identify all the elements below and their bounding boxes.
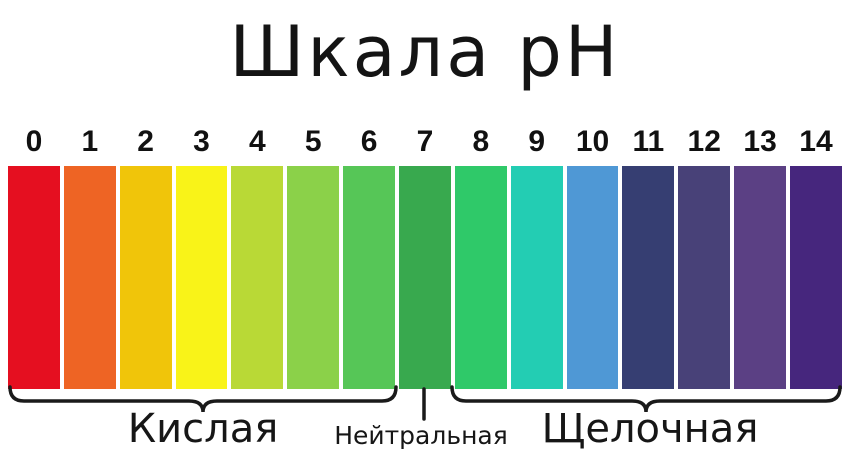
ph-value-label: 9: [528, 125, 545, 158]
ph-value-label: 4: [249, 125, 266, 158]
ph-color-bar: [790, 166, 842, 389]
ph-value-label: 12: [687, 125, 721, 158]
ph-bar-column: 4: [231, 122, 284, 389]
ph-color-bar: [510, 166, 563, 389]
ph-bar-column: 6: [343, 122, 396, 389]
ph-color-bar: [399, 166, 451, 389]
ph-bar-column: 1: [63, 122, 116, 389]
ph-color-bar: [175, 166, 228, 389]
ph-color-bar: [63, 166, 116, 389]
ph-color-bar: [287, 166, 340, 389]
ph-bar-column: 9: [510, 122, 563, 389]
ph-color-bar: [454, 166, 507, 389]
ph-value-label: 11: [632, 125, 665, 158]
acidic-brace-icon: [8, 385, 398, 413]
ph-value-label: 3: [193, 125, 210, 158]
ph-bar-column: 14: [790, 122, 842, 389]
ph-value-label: 6: [360, 125, 378, 158]
ph-bar-column: 5: [287, 122, 340, 389]
ph-color-bar: [622, 166, 675, 389]
ph-value-label: 1: [81, 125, 99, 158]
ph-value-label: 7: [416, 125, 434, 158]
ph-value-label: 13: [743, 125, 777, 158]
ph-value-label: 5: [304, 125, 322, 158]
region-braces: [8, 385, 842, 421]
ph-bar-column: 11: [622, 122, 675, 389]
ph-bar-column: 10: [566, 122, 619, 389]
ph-color-bar: [231, 166, 284, 389]
acidic-region-label: Кислая: [127, 406, 279, 452]
alkaline-brace-icon: [450, 385, 842, 413]
alkaline-region-label: Щелочная: [541, 406, 759, 452]
ph-color-bar: [566, 166, 619, 389]
ph-color-bar: [8, 166, 60, 389]
ph-value-label: 10: [575, 125, 610, 158]
ph-color-bar: [678, 166, 731, 389]
ph-value-label: 0: [25, 125, 43, 158]
page-title: Шкала pH: [229, 11, 621, 93]
ph-bar-column: 12: [678, 122, 731, 389]
ph-bar-column: 7: [399, 122, 451, 389]
ph-bar-column: 3: [175, 122, 228, 389]
ph-bar-column: 8: [454, 122, 507, 389]
ph-bar-column: 2: [119, 122, 172, 389]
ph-color-bar: [343, 166, 396, 389]
ph-bar-column: 13: [734, 122, 787, 389]
ph-value-label: 8: [472, 125, 490, 158]
ph-bar-column: 0: [8, 122, 60, 389]
ph-value-label: 2: [137, 125, 154, 158]
ph-bars-row: 0 1 2 3 4 5 6 7 8 9 10 1: [8, 122, 842, 389]
ph-value-label: 14: [799, 125, 833, 158]
ph-color-bar: [734, 166, 787, 389]
neutral-region-label: Нейтральная: [334, 421, 508, 450]
ph-color-bar: [119, 166, 172, 389]
